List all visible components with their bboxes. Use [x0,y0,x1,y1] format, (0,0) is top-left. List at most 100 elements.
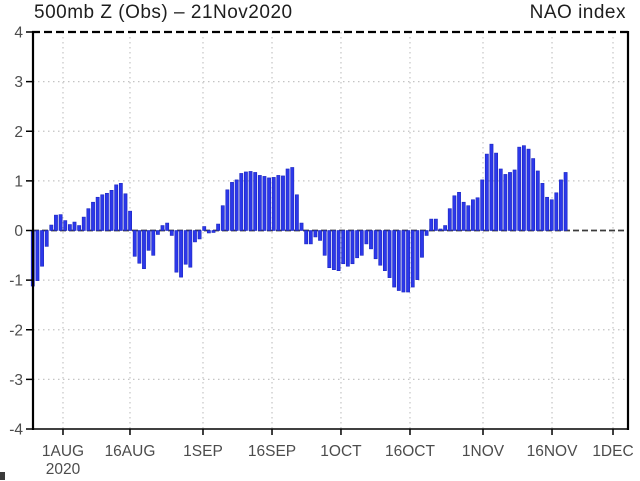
bar [341,230,346,265]
bar [220,205,225,231]
bar [54,214,58,231]
bar [77,225,82,231]
bar [554,192,559,231]
bar [211,230,216,233]
y-tick-label: 2 [14,124,23,141]
bar [327,230,332,269]
bar [244,171,248,231]
x-tick-label: 16SEP [248,443,296,460]
x-tick-label: 16OCT [385,443,435,460]
x-tick-label: 1NOV [462,443,505,460]
bar [383,230,387,271]
y-tick-label: 1 [14,173,23,190]
bar [318,230,322,241]
bar [433,218,438,231]
bar [401,230,406,293]
y-tick-label: -1 [9,273,23,290]
bar [146,230,151,251]
bar [91,201,95,231]
y-tick-label: -4 [9,422,23,439]
bar [290,167,295,231]
bar [387,230,392,278]
bar [128,210,132,231]
bar [521,145,526,231]
bar [105,192,109,231]
bar [179,230,183,278]
bar [471,199,475,231]
bar [508,172,512,231]
bar [345,230,350,267]
bar [63,220,68,231]
bar [285,168,290,231]
bar [276,175,281,231]
bar [174,230,179,273]
bar [257,175,262,231]
bar [49,224,54,231]
bar [452,195,457,231]
bar [396,230,401,291]
bar [262,176,267,231]
bar [461,201,466,231]
bar [188,230,193,268]
bar [86,208,91,231]
bar [234,179,239,231]
bar [526,148,531,231]
bar [336,230,341,271]
bar [484,153,489,231]
bar [420,230,424,258]
bar [58,214,63,231]
bar [392,230,397,288]
bar [512,169,517,231]
chart-title: 500mb Z (Obs) – 21Nov2020 [34,2,293,23]
bar [498,168,503,231]
bar [169,230,174,236]
bar [517,146,522,231]
bar [294,194,299,231]
bar [248,171,253,231]
bar [364,230,369,245]
chart-index-label: NAO index [529,2,626,23]
y-tick-label: 3 [14,74,23,91]
bar [489,143,494,231]
y-tick-label: 4 [14,25,23,42]
bar [313,230,318,238]
bar [193,230,197,243]
bar [35,230,40,281]
y-tick-label: 0 [14,223,23,240]
bar [308,230,313,245]
bar [438,228,443,231]
x-tick-label: 16AUG [105,443,156,460]
bar [304,230,309,245]
bar [410,230,415,288]
bar [373,230,378,260]
bar [132,230,137,257]
bar [535,170,540,231]
bar [44,230,49,247]
x-tick-label: 1AUG [42,443,84,460]
x-tick-label: 16NOV [527,443,578,460]
bar [332,230,336,271]
bar [424,230,429,236]
bar [322,230,327,256]
bar [95,196,100,231]
bar [118,183,123,231]
bar [406,230,410,293]
bar [253,172,258,231]
x-year-label: 2020 [46,461,81,478]
x-tick-label: 1OCT [320,443,362,460]
bar [151,230,156,256]
bar [415,230,420,280]
bar [225,189,230,231]
bar [72,221,77,231]
x-tick-label: 1DEC [592,443,633,460]
bar [271,177,276,231]
y-tick-label: -2 [9,322,23,339]
bar [142,230,146,270]
bar [81,216,86,231]
bar [160,225,165,231]
bar [281,175,285,231]
bar [206,230,211,234]
y-tick-label: -3 [9,372,23,389]
